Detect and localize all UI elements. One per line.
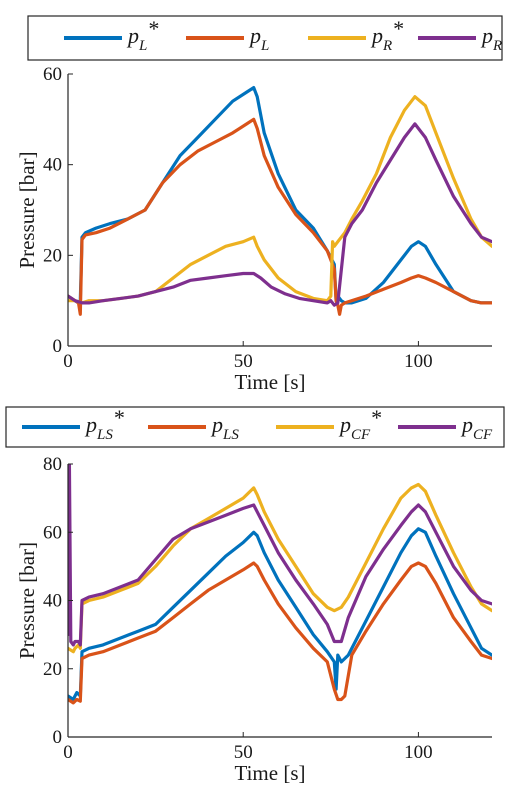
y-tick-label: 20: [43, 659, 62, 680]
legend: pL* pL pR* pR: [27, 15, 503, 61]
series-line-p_ls: [68, 561, 492, 705]
x-tick-label: 0: [63, 742, 73, 763]
y-tick-label: 0: [53, 727, 63, 748]
x-tick-label: 50: [234, 351, 253, 372]
x-tick-label: 100: [404, 742, 433, 763]
y-axis-label: Pressure [bar]: [15, 542, 39, 659]
y-tick-label: 0: [53, 336, 63, 357]
x-tick-label: 0: [63, 351, 73, 372]
y-tick-label: 20: [43, 245, 62, 266]
series-line-p_l-star: [68, 85, 492, 305]
y-tick-label: 40: [43, 155, 62, 176]
legend-entry: pR*: [370, 16, 403, 54]
y-tick-label: 80: [43, 454, 62, 475]
x-tick-label: 100: [404, 351, 433, 372]
legend-entry: pCF: [460, 412, 493, 443]
series-line-p_r-star: [68, 95, 492, 305]
series-line-p_l: [68, 117, 492, 316]
legend-entry: pLS*: [84, 405, 124, 443]
y-axis-label: Pressure [bar]: [15, 151, 39, 268]
legend-entry: pR: [480, 23, 502, 54]
chart-panel-2: 0 20 40 60 80 0 50 100 Time [s] Pressure [bar] pLS…: [5, 405, 505, 785]
legend-entry: pCF*: [338, 405, 381, 443]
series-line-p_ls-star: [68, 527, 492, 702]
x-tick-label: 50: [234, 742, 253, 763]
legend: pLS* pLS pCF* pCF: [5, 405, 505, 448]
legend-entry: pL*: [126, 16, 158, 54]
legend-entry: pL: [248, 23, 269, 54]
series-line-p_cf: [68, 464, 492, 647]
series-line-p_r: [68, 122, 492, 307]
y-tick-label: 60: [43, 522, 62, 543]
x-axis-label: Time [s]: [235, 370, 306, 394]
x-axis-label: Time [s]: [235, 761, 306, 785]
legend-entry: pLS: [210, 412, 239, 443]
y-tick-label: 40: [43, 591, 62, 612]
y-tick-label: 60: [43, 64, 62, 85]
series-line-p_cf-star: [68, 482, 492, 654]
